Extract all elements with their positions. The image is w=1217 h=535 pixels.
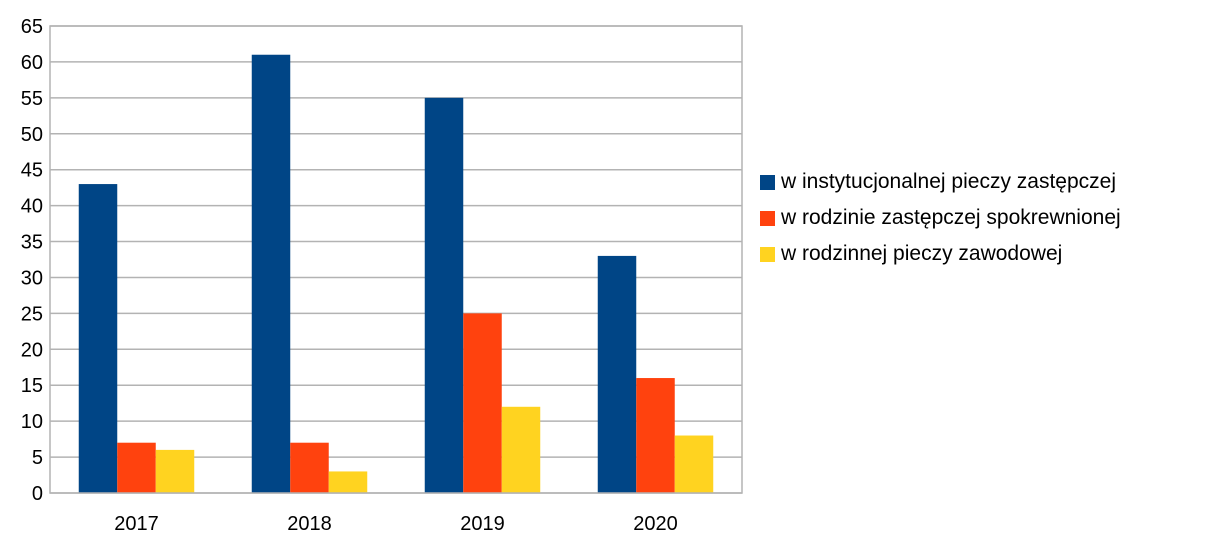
y-axis-tick-labels: 0 5 10 15 20 25 30 35 40 45 50 55 60 65 xyxy=(21,16,43,505)
legend-label: w instytucjonalnej pieczy zastępczej xyxy=(781,170,1116,193)
bar-2020-series-3 xyxy=(674,435,714,493)
y-tick-label: 0 xyxy=(32,483,43,505)
bar-2019-series-3 xyxy=(501,406,541,493)
bar-2018-series-1 xyxy=(251,54,291,493)
y-tick-label: 20 xyxy=(21,339,43,361)
y-tick-label: 40 xyxy=(21,196,43,218)
y-tick-label: 60 xyxy=(21,52,43,74)
plot-frame xyxy=(49,25,743,494)
legend-swatch xyxy=(760,174,775,190)
x-tick-label: 2019 xyxy=(460,513,505,535)
y-tick-label: 50 xyxy=(21,124,43,146)
y-tick-label: 65 xyxy=(21,16,43,38)
bar-2020-series-2 xyxy=(636,378,675,493)
legend-item: w instytucjonalnej pieczy zastępczej xyxy=(760,170,1121,193)
x-tick-label: 2018 xyxy=(287,513,332,535)
legend-label: w rodzinie zastępczej spokrewnionej xyxy=(781,206,1121,229)
y-tick-label: 35 xyxy=(21,232,43,254)
bar-2017-series-3 xyxy=(155,449,195,493)
bar-2018-series-3 xyxy=(328,471,368,493)
y-tick-label: 5 xyxy=(32,447,43,469)
bars xyxy=(78,54,714,494)
legend-swatch xyxy=(760,210,775,226)
legend: w instytucjonalnej pieczy zastępczej w ro… xyxy=(760,170,1121,280)
y-tick-label: 30 xyxy=(21,267,43,289)
x-axis-tick-labels: 2017 2018 2019 2020 xyxy=(114,513,678,535)
bar-2019-series-2 xyxy=(463,313,502,493)
bar-2020-series-1 xyxy=(597,255,637,493)
legend-item: w rodzinnej pieczy zawodowej xyxy=(760,242,1121,265)
bar-2017-series-2 xyxy=(117,442,156,493)
x-tick-label: 2017 xyxy=(114,513,159,535)
y-tick-label: 10 xyxy=(21,411,43,433)
y-tick-label: 25 xyxy=(21,303,43,325)
x-tick-label: 2020 xyxy=(633,513,678,535)
legend-item: w rodzinie zastępczej spokrewnionej xyxy=(760,206,1121,229)
bar-2018-series-2 xyxy=(290,442,329,493)
bar-2017-series-1 xyxy=(78,184,118,494)
y-tick-label: 55 xyxy=(21,88,43,110)
legend-swatch xyxy=(760,246,775,262)
legend-label: w rodzinnej pieczy zawodowej xyxy=(781,242,1063,265)
y-tick-label: 45 xyxy=(21,160,43,182)
bar-2019-series-1 xyxy=(424,97,464,493)
y-tick-label: 15 xyxy=(21,375,43,397)
